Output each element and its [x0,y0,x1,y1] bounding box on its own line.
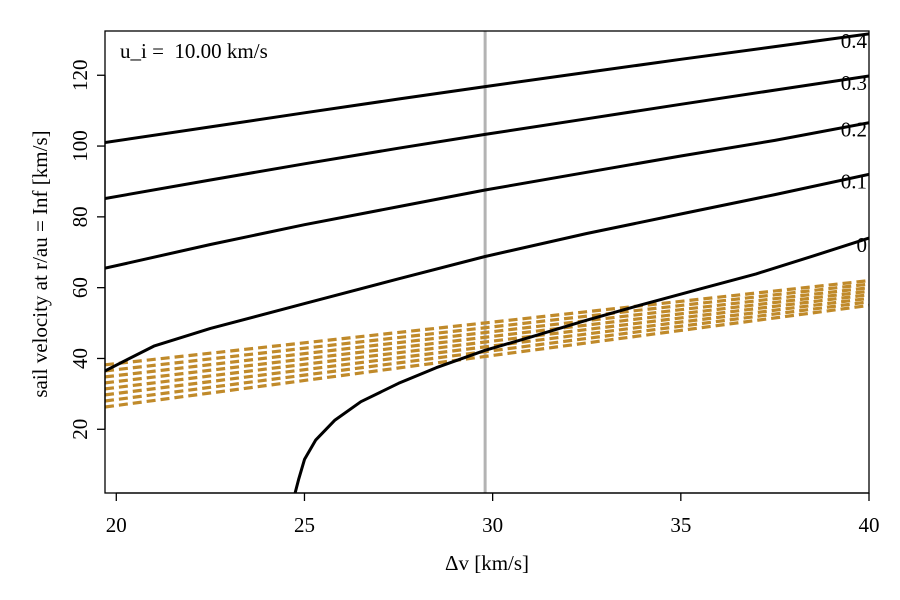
x-tick-label: 30 [482,513,503,537]
curve-label-0-3: 0.3 [841,71,867,95]
velocity-annotation: u_i = 10.00 km/s [120,39,268,63]
y-axis: 20 40 60 80 100 120 [68,60,106,440]
curve-label-0-2: 0.2 [841,118,867,142]
y-tick-label: 40 [68,348,92,369]
series-line-dashed-2 [105,282,869,373]
y-tick-label: 120 [68,60,92,92]
series-line-0-1 [105,172,869,373]
x-axis-title: Δv [km/s] [445,551,529,575]
series-line-dashed-3 [105,286,869,379]
curve-label-0: 0 [857,233,868,257]
plot-area: 0.4 0.3 0.2 0.1 0 [105,29,869,493]
series-line-dashed-4 [105,289,869,385]
x-tick-label: 35 [670,513,691,537]
series-line-dashed-5 [105,293,869,391]
x-axis: 20 25 30 35 40 [106,492,880,537]
x-tick-label: 40 [859,513,880,537]
series-line-dashed-8 [105,303,869,409]
series-line-dashed-1 [105,279,869,367]
series-line-dashed-7 [105,300,869,403]
series-line-0-3 [105,74,869,200]
series-line-0-2 [105,121,869,270]
y-tick-label: 60 [68,277,92,298]
curve-label-0-4: 0.4 [841,29,868,53]
series-line-0-4 [105,32,869,144]
series-line-0 [293,236,869,493]
y-axis-title: sail velocity at r/au = Inf [km/s] [28,130,52,397]
y-tick-label: 80 [68,206,92,227]
y-tick-label: 20 [68,419,92,440]
series-line-dashed-6 [105,296,869,397]
x-tick-label: 25 [294,513,315,537]
y-tick-label: 100 [68,130,92,162]
series-group [105,31,869,493]
curve-label-0-1: 0.1 [841,169,867,193]
plot-frame [104,30,870,494]
x-tick-label: 20 [106,513,127,537]
